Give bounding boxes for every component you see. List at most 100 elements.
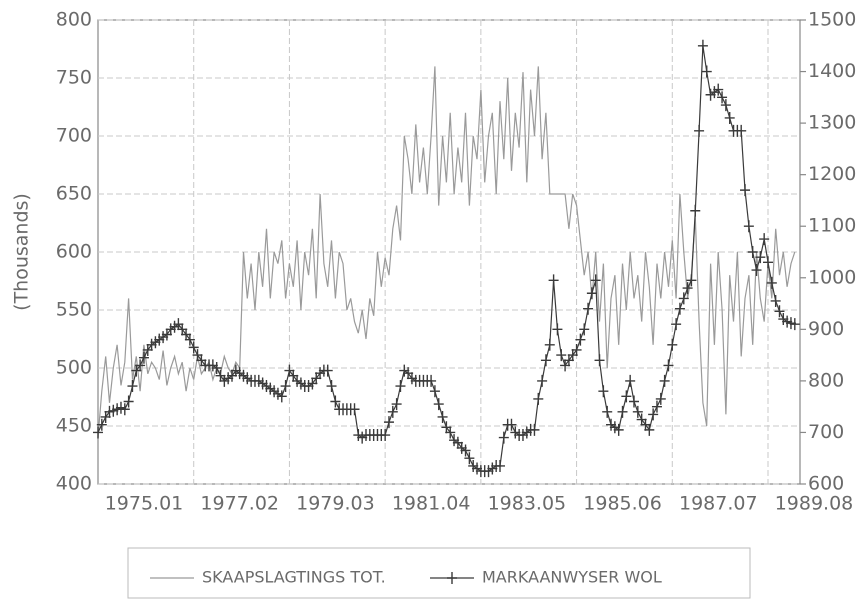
y-tick-label: 450 <box>56 415 92 437</box>
plus-marker <box>674 302 685 315</box>
plus-marker <box>537 374 548 387</box>
plus-marker <box>395 380 406 393</box>
x-tick-label: 1987.07 <box>679 493 758 515</box>
plus-marker <box>184 333 195 346</box>
plus-marker <box>387 405 398 418</box>
plus-marker <box>280 380 291 393</box>
plus-marker <box>713 83 724 96</box>
plus-marker <box>464 452 475 465</box>
y2-tick-label: 1000 <box>808 266 856 288</box>
plus-marker <box>433 398 444 411</box>
plus-marker <box>740 184 751 197</box>
plus-marker <box>437 410 448 423</box>
y2-tick-label: 1200 <box>808 163 856 185</box>
y2-tick-label: 900 <box>808 318 844 340</box>
y-tick-label: 600 <box>56 241 92 263</box>
legend-label: SKAAPSLAGTINGS TOT. <box>202 568 386 587</box>
plus-marker <box>575 333 586 346</box>
plus-marker <box>127 380 138 393</box>
plus-marker <box>506 418 517 431</box>
plus-marker <box>766 276 777 289</box>
plus-marker <box>755 251 766 264</box>
plus-marker <box>774 305 785 318</box>
x-tick-label: 1979.03 <box>296 493 375 515</box>
plus-marker <box>644 423 655 436</box>
plus-marker <box>96 418 107 431</box>
plus-marker <box>445 426 456 439</box>
plus-marker <box>571 343 582 356</box>
plus-marker <box>667 338 678 351</box>
plus-marker <box>701 65 712 78</box>
plus-marker <box>613 423 624 436</box>
x-tick-label: 1981.04 <box>392 493 471 515</box>
plus-marker <box>138 351 149 364</box>
x-tick-label: 1977.02 <box>200 493 279 515</box>
plus-marker <box>648 408 659 421</box>
plus-marker <box>697 39 708 52</box>
series-line <box>97 45 795 472</box>
plus-marker <box>743 220 754 233</box>
x-tick-label: 1983.05 <box>488 493 567 515</box>
plus-marker <box>678 292 689 305</box>
plus-marker <box>694 124 705 137</box>
plus-marker <box>590 274 601 287</box>
y-tick-label: 700 <box>56 125 92 147</box>
plus-marker <box>763 256 773 269</box>
plus-marker <box>211 362 222 374</box>
y-tick-label: 650 <box>56 183 92 205</box>
plus-marker <box>349 403 360 416</box>
plus-marker <box>629 395 639 408</box>
plus-marker <box>655 392 666 405</box>
y-tick-label: 400 <box>56 473 92 495</box>
x-tick-label: 1985.06 <box>583 493 662 515</box>
plus-marker <box>330 395 341 408</box>
plus-marker <box>556 349 567 362</box>
plus-marker <box>383 416 394 429</box>
y-tick-label: 500 <box>56 357 92 379</box>
plus-marker <box>460 444 471 457</box>
plus-marker <box>659 374 670 387</box>
plus-marker <box>617 405 628 418</box>
y-tick-label: 550 <box>56 299 92 321</box>
plus-marker <box>276 390 287 403</box>
plus-marker <box>682 282 693 295</box>
x-tick-label: 1975.01 <box>105 493 184 515</box>
plus-marker <box>426 374 437 387</box>
plus-marker <box>533 392 544 405</box>
plus-marker <box>671 318 682 331</box>
y-tick-label: 800 <box>56 9 92 31</box>
legend-label: MARKAANWYSER WOL <box>482 568 662 587</box>
plus-marker <box>594 354 605 367</box>
y2-tick-label: 1300 <box>808 112 856 134</box>
plus-marker <box>651 400 662 413</box>
plus-marker <box>495 459 505 472</box>
plus-marker <box>747 246 758 258</box>
plus-marker <box>632 405 643 418</box>
plus-marker <box>429 385 440 398</box>
plus-marker <box>544 338 555 351</box>
plus-marker <box>540 354 551 367</box>
legend-box <box>127 547 751 599</box>
plus-marker <box>751 264 762 277</box>
plus-marker <box>391 398 402 411</box>
plus-marker <box>770 294 781 307</box>
plus-marker <box>322 364 333 377</box>
plus-marker <box>93 426 103 439</box>
plus-marker <box>119 403 130 416</box>
plus-marker <box>552 323 563 336</box>
plus-marker <box>579 323 590 336</box>
plus-marker <box>380 429 391 442</box>
y2-tick-label: 1500 <box>808 9 856 31</box>
y2-tick-label: 1400 <box>808 60 856 82</box>
plus-marker <box>720 99 731 112</box>
plus-marker <box>759 233 770 246</box>
x-tick-label: 1989.08 <box>775 493 854 515</box>
plus-marker <box>736 124 747 137</box>
plus-marker <box>583 302 594 315</box>
plus-marker <box>625 374 636 387</box>
plus-marker <box>789 318 800 331</box>
plus-marker <box>621 390 632 403</box>
y2-tick-label: 700 <box>808 421 844 443</box>
plus-marker <box>598 385 609 398</box>
